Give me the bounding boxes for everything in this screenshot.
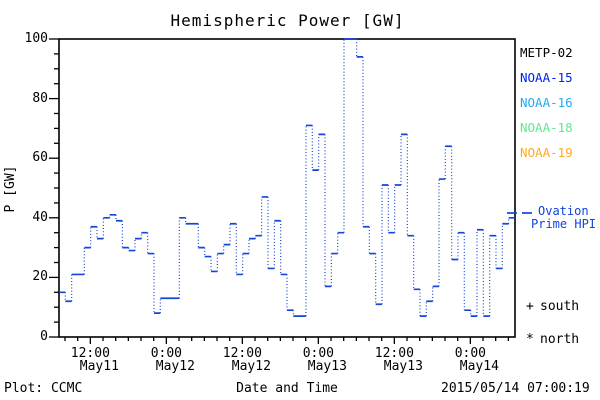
y-tick-label: 80	[32, 90, 48, 106]
hpi-step-connectors	[64, 39, 510, 317]
x-tick-date-label: May12	[155, 359, 195, 374]
plot-credit: Plot: CCMC	[4, 381, 83, 396]
ovation-legend-label-line1: Ovation	[538, 204, 589, 218]
legend-entry-noaa-18: NOAA-18	[520, 120, 573, 135]
plus-marker-icon: +	[526, 299, 534, 314]
x-tick-time-label: 12:00	[374, 346, 414, 361]
x-axis-label: Date and Time	[236, 381, 338, 396]
y-tick-label: 60	[32, 150, 48, 166]
south-marker-label: south	[540, 299, 580, 314]
y-tick-label: 40	[32, 209, 48, 225]
asterisk-marker-icon: *	[526, 332, 534, 347]
x-tick-time-label: 0:00	[302, 346, 334, 361]
legend-entry-metp-02: METP-02	[520, 45, 573, 60]
north-marker-label: north	[540, 332, 580, 347]
x-tick-time-label: 12:00	[222, 346, 262, 361]
x-tick-time-label: 0:00	[150, 346, 182, 361]
y-tick-label: 0	[40, 329, 48, 344]
y-tick-label: 100	[24, 31, 48, 46]
x-tick-time-label: 0:00	[454, 346, 486, 361]
x-tick-date-label: May11	[79, 359, 119, 374]
y-tick-label: 20	[32, 269, 48, 285]
ovation-legend-label-line2: Prime HPI	[531, 217, 597, 231]
legend-entry-noaa-19: NOAA-19	[520, 145, 573, 160]
plot-timestamp: 2015/05/14 07:00:19	[441, 381, 590, 396]
x-tick-date-label: May12	[231, 359, 271, 374]
x-tick-date-label: May13	[307, 359, 347, 374]
south-marker-legend: + south	[526, 299, 579, 314]
legend-entry-noaa-15: NOAA-15	[520, 70, 573, 85]
axis-box	[58, 38, 516, 338]
x-tick-time-label: 12:00	[70, 346, 110, 361]
x-tick-date-label: May13	[383, 359, 423, 374]
north-marker-legend: * north	[526, 332, 579, 347]
hpi-step-segments	[59, 38, 515, 317]
legend-entry-noaa-16: NOAA-16	[520, 95, 573, 110]
x-tick-date-label: May14	[459, 359, 499, 374]
chart-title: Hemispheric Power [GW]	[170, 11, 405, 30]
